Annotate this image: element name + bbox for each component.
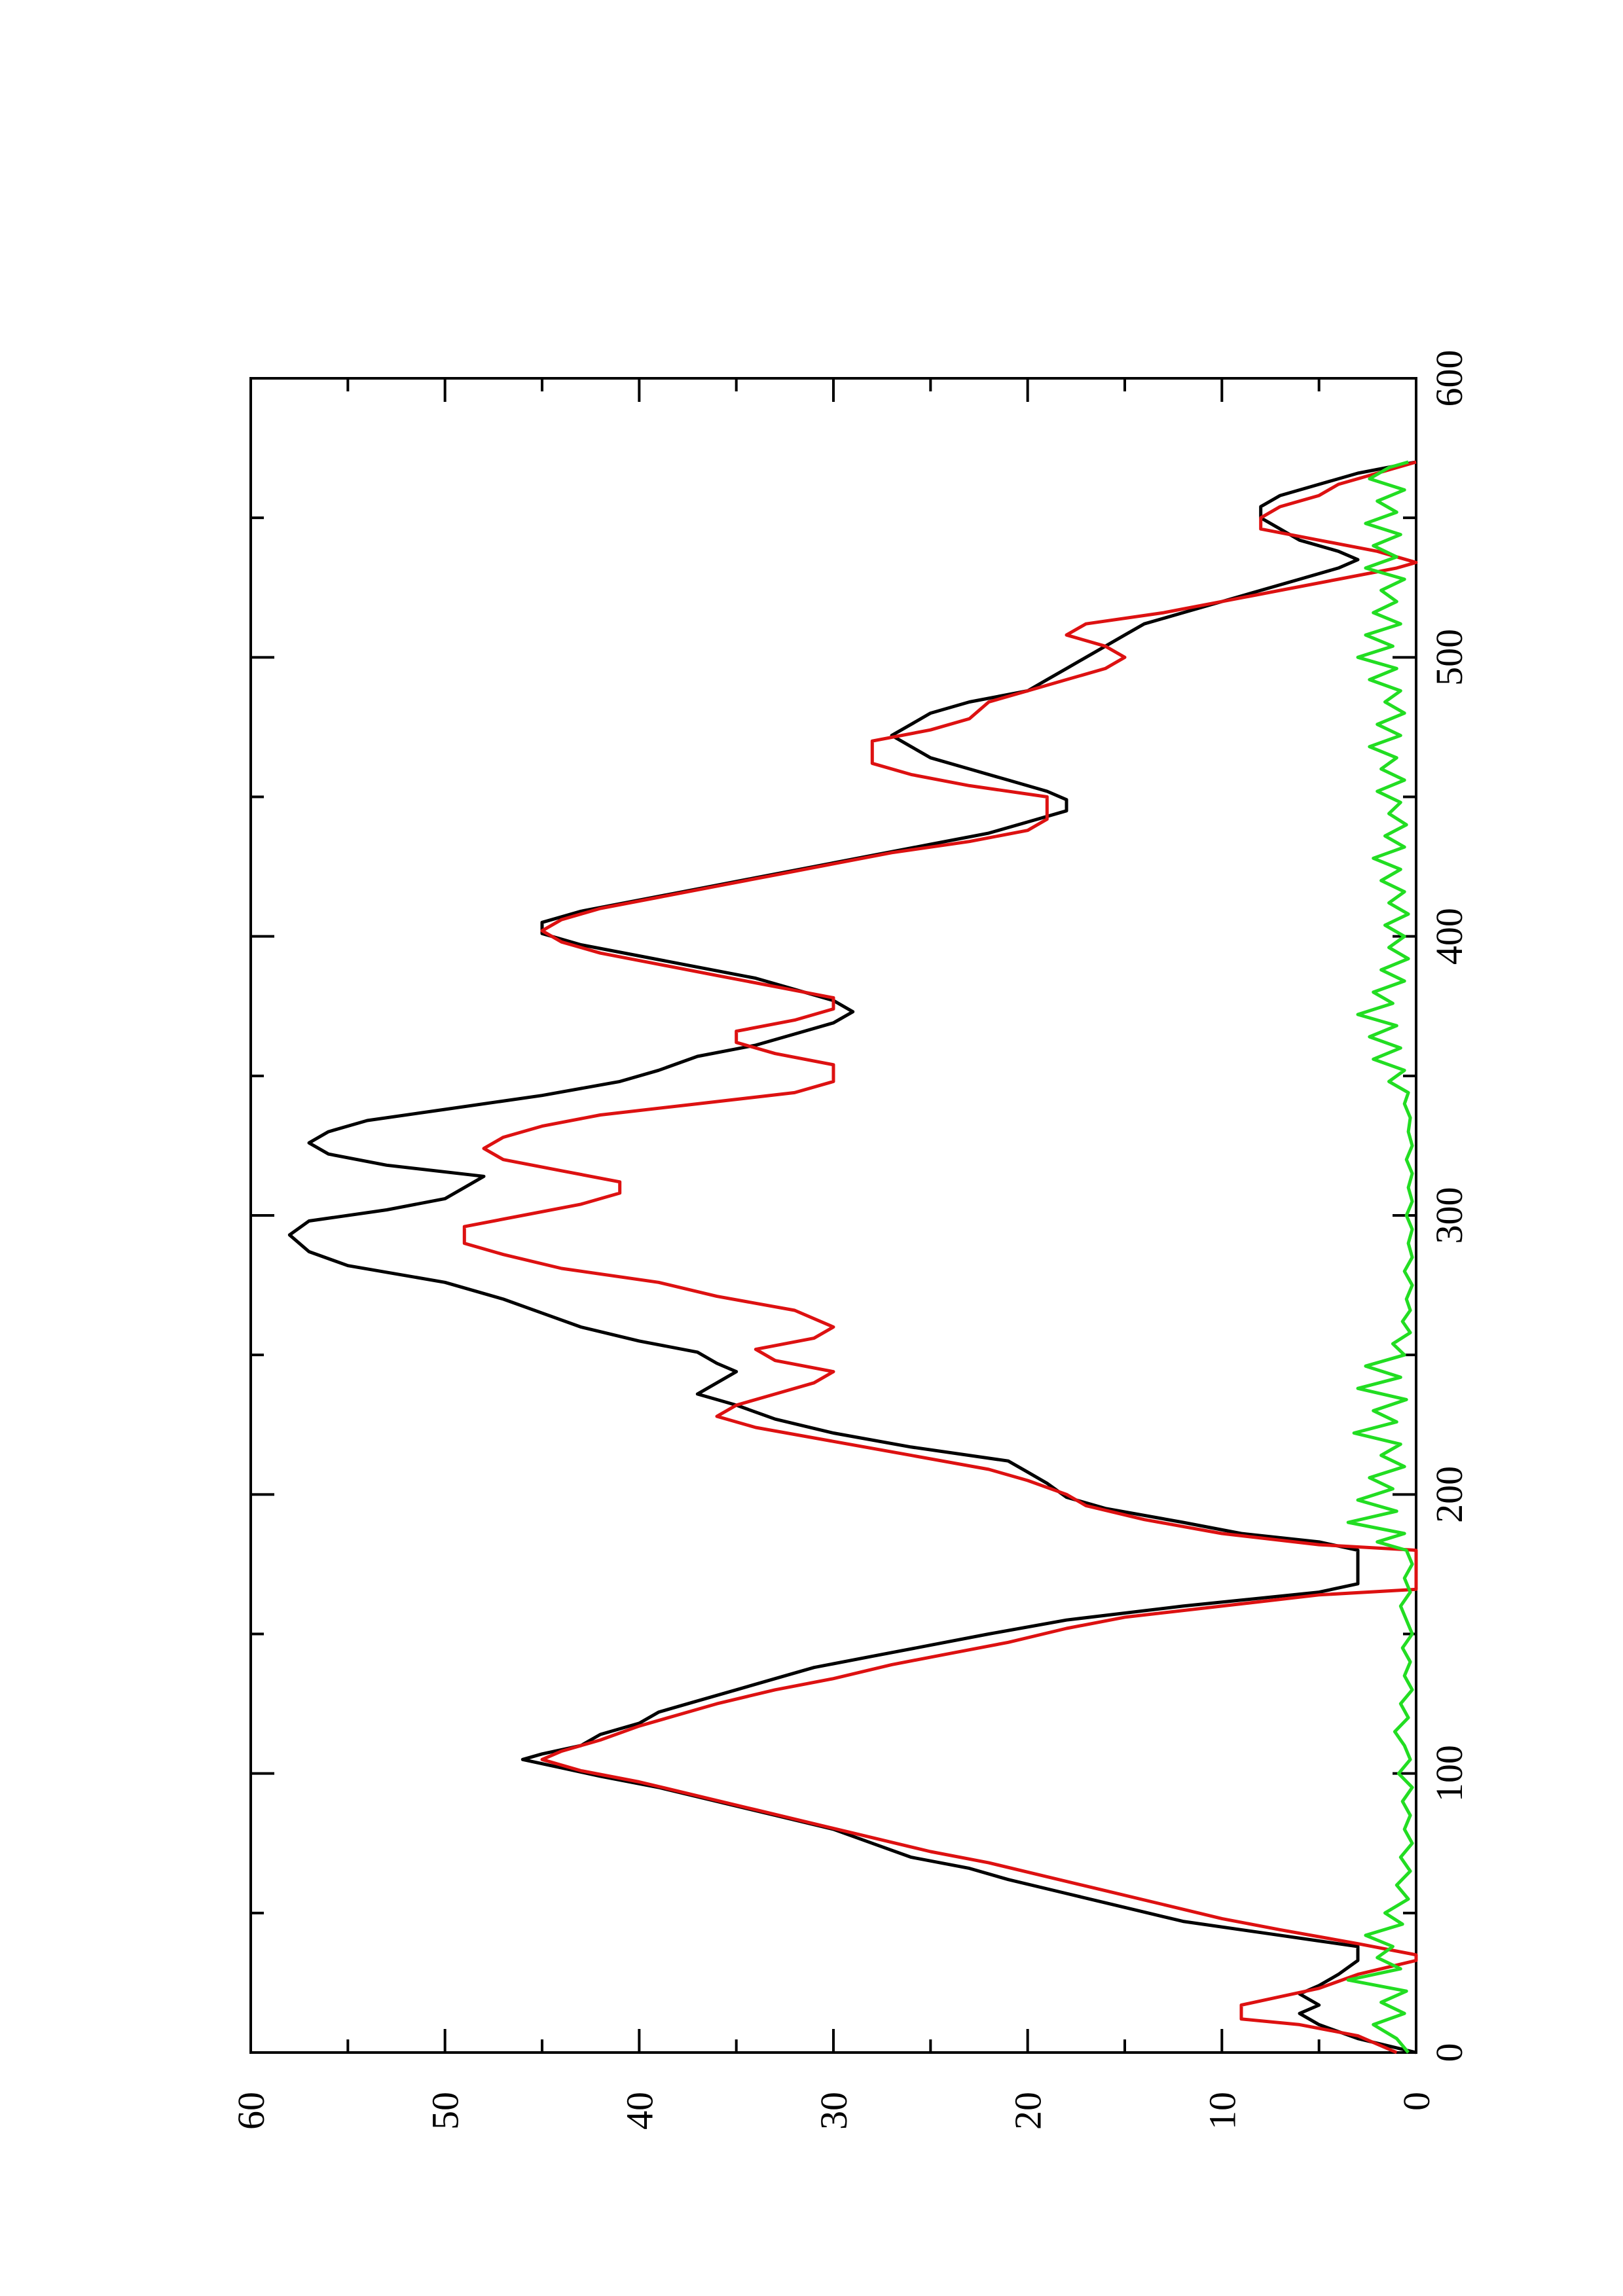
red-series-line bbox=[462, 460, 1418, 2054]
x-tick-label: 200 bbox=[1428, 1466, 1470, 1523]
green-series-line bbox=[1346, 460, 1414, 2054]
plot-frame bbox=[249, 377, 1417, 2054]
black-series-line bbox=[287, 460, 1417, 2054]
series-lines bbox=[287, 460, 1418, 2054]
x-tick-label: 600 bbox=[1428, 350, 1470, 407]
axis-tick-labels: 0 100 200 300 400 500 600 0 10 20 30 40 50 60 bbox=[230, 350, 1470, 2130]
y-tick-label: 10 bbox=[1201, 2092, 1243, 2130]
y-tick-label: 40 bbox=[618, 2092, 661, 2130]
y-tick-label: 20 bbox=[1007, 2092, 1049, 2130]
y-tick-label: 60 bbox=[230, 2092, 272, 2130]
axis-ticks bbox=[249, 377, 1417, 2054]
x-tick-label: 500 bbox=[1428, 629, 1470, 686]
x-tick-label: 300 bbox=[1428, 1187, 1470, 1244]
x-tick-label: 400 bbox=[1428, 908, 1470, 965]
y-tick-label: 0 bbox=[1395, 2092, 1438, 2111]
x-tick-label: 100 bbox=[1428, 1745, 1470, 1802]
x-tick-label: 0 bbox=[1428, 2043, 1470, 2062]
y-tick-label: 30 bbox=[812, 2092, 855, 2130]
y-tick-label: 50 bbox=[424, 2092, 467, 2130]
